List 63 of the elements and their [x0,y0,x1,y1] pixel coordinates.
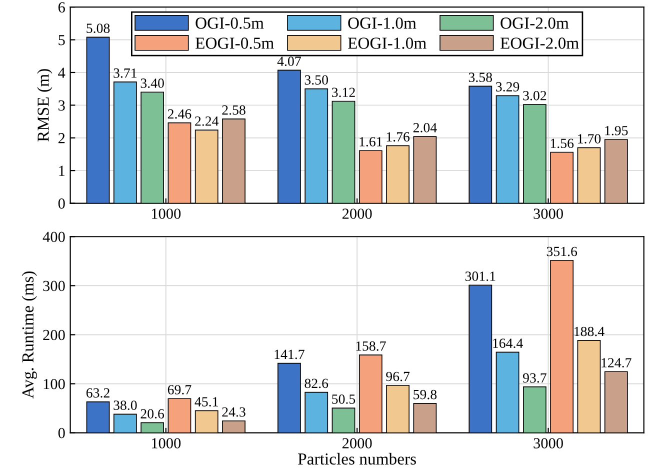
data-label: 351.6 [546,246,578,256]
data-label: 2.24 [195,116,219,126]
y-tick-label: 4 [58,68,66,78]
x-axis-title: Particles numbers [298,452,416,465]
data-label: 50.5 [332,394,356,404]
y-tick-label: 200 [43,330,65,340]
data-label: 3.02 [523,90,546,100]
data-label: 24.3 [222,407,246,417]
data-label: 2.58 [222,105,246,115]
legend-label: EOGI-1.0m [348,38,426,49]
y-tick-label: 3 [58,100,65,111]
y-tick-label: 300 [43,280,65,292]
y-tick-label: 400 [42,232,65,242]
y-tick-label: 0 [58,198,65,209]
data-label: 63.2 [86,388,110,398]
data-label: 20.6 [140,409,164,419]
y-axis-title: Avg. Runtime (ms) [22,271,37,399]
y-axis-title: RMSE (m) [37,69,52,142]
data-label: 1.95 [605,126,628,136]
data-label: 3.50 [304,75,328,85]
x-tick-label: 1000 [152,208,181,219]
data-label: 96.7 [386,372,410,382]
data-label: 69.7 [168,385,192,394]
x-tick-label: 3000 [534,438,563,448]
legend-label: EOGI-2.0m [500,38,579,49]
x-tick-label: 3000 [534,208,563,219]
data-label: 1.61 [360,137,382,146]
data-label: 124.7 [602,358,632,368]
data-label: 158.7 [356,341,386,351]
y-tick-label: 1 [59,166,65,176]
data-label: 2.04 [413,122,437,132]
data-label: 3.71 [114,68,136,78]
legend-label: EOGI-0.5m [196,38,274,49]
data-label: 301.1 [465,272,496,281]
data-label: 1.56 [550,138,574,148]
data-label: 141.7 [274,350,304,360]
data-label: 5.08 [86,24,110,34]
y-tick-label: 100 [44,378,65,390]
data-label: 45.1 [194,397,218,407]
data-label: 3.29 [496,82,520,92]
data-label: 82.6 [304,378,328,388]
legend-label: OGI-2.0m [500,18,569,29]
y-tick-label: 6 [58,2,65,13]
data-label: 1.76 [386,132,410,142]
data-label: 3.40 [140,78,164,88]
x-tick-label: 2000 [342,438,372,448]
data-label: 38.0 [114,400,137,410]
data-label: 93.7 [522,373,546,383]
x-tick-label: 2000 [342,208,372,219]
y-tick-label: 5 [58,35,65,46]
data-label: 2.46 [168,109,192,119]
y-tick-label: 2 [58,133,65,144]
x-tick-label: 1000 [152,438,181,448]
data-label: 3.12 [332,88,355,98]
legend-label: OGI-1.0m [348,18,416,29]
legend-label: OGI-0.5m [196,18,264,29]
data-label: 4.07 [277,56,301,66]
data-label: 59.8 [414,390,437,400]
data-label: 188.4 [574,326,604,336]
data-label: 1.70 [578,134,601,144]
data-label: 164.4 [493,338,523,348]
y-tick-label: 0 [58,428,65,438]
data-label: 3.58 [468,72,492,82]
